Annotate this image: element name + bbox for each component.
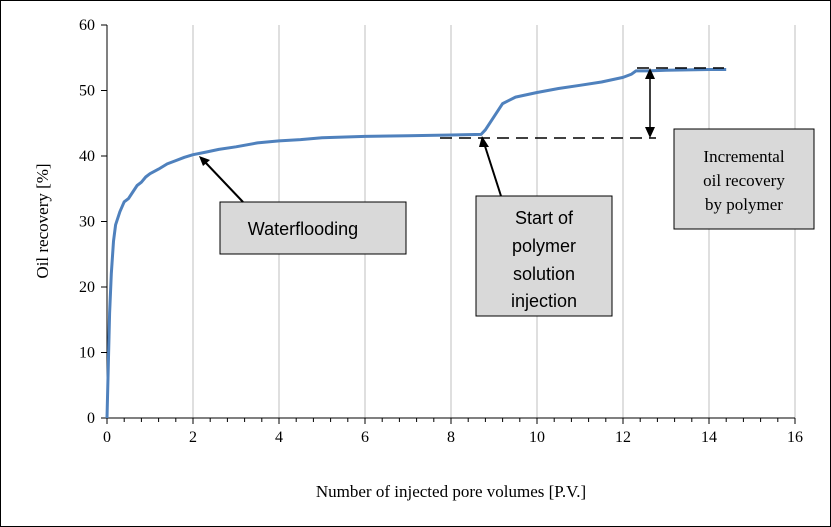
y-tick-label: 50 xyxy=(79,83,95,100)
x-tick-label: 4 xyxy=(275,429,283,446)
arrowhead-down-icon xyxy=(645,127,655,138)
x-tick-label: 0 xyxy=(103,429,111,446)
x-tick-label: 8 xyxy=(447,429,455,446)
y-tick-label: 60 xyxy=(79,17,95,34)
y-tick-label: 30 xyxy=(79,214,95,231)
arrowhead-icon xyxy=(199,156,210,166)
x-axis-title: Number of injected pore volumes [P.V.] xyxy=(316,482,586,501)
x-tick-label: 10 xyxy=(529,429,545,446)
x-tick-label: 14 xyxy=(701,429,717,446)
x-tick-label: 12 xyxy=(615,429,631,446)
annotation-waterflooding: Waterflooding xyxy=(199,156,407,255)
annotation-line: by polymer xyxy=(705,195,783,214)
x-tick-label: 6 xyxy=(361,429,369,446)
annotation-arrow-line xyxy=(483,142,502,197)
annotation-box xyxy=(475,195,613,317)
x-tick-label: 16 xyxy=(787,429,803,446)
y-tick-label: 0 xyxy=(87,410,95,427)
x-tick-layer: 0 2 4 6 8 10 12 14 16 xyxy=(103,418,803,446)
annotation-line: solution xyxy=(513,264,575,284)
x-tick-label: 2 xyxy=(189,429,197,446)
y-tick-label: 40 xyxy=(79,148,95,165)
series-layer xyxy=(105,68,727,419)
arrowhead-up-icon xyxy=(645,68,655,79)
annotation-box xyxy=(673,128,815,230)
annotation-polymer-start: Start of polymer solution injection xyxy=(475,136,613,317)
annotation-incremental: Incremental oil recovery by polymer xyxy=(440,67,815,230)
annotation-text: Waterflooding xyxy=(248,219,358,239)
y-tick-label: 20 xyxy=(79,279,95,296)
annotation-arrow-line xyxy=(204,161,244,203)
annotation-line: oil recovery xyxy=(703,171,785,190)
annotation-line: Incremental xyxy=(703,147,784,166)
annotation-line: injection xyxy=(511,291,577,311)
annotation-line: Start of xyxy=(515,208,574,228)
y-tick-layer: 0 10 20 30 40 50 60 xyxy=(79,17,107,427)
annotation-box xyxy=(219,201,407,255)
annotation-line: polymer xyxy=(512,236,576,256)
y-axis-title: Oil recovery [%] xyxy=(33,163,52,278)
y-tick-label: 10 xyxy=(79,345,95,362)
series-line xyxy=(105,68,727,419)
